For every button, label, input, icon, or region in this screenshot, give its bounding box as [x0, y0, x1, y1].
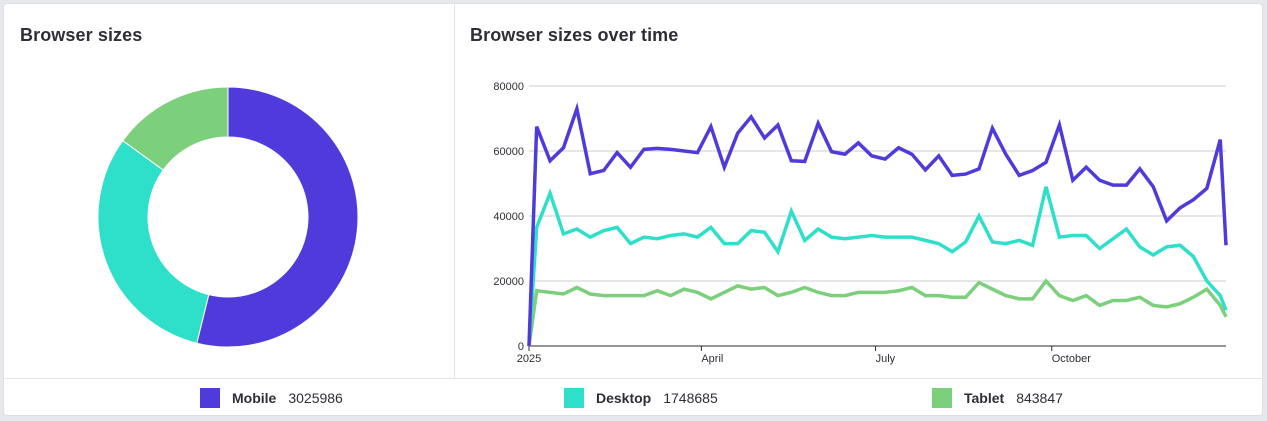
x-tick-label: 2025	[517, 353, 541, 365]
donut-slice-mobile[interactable]	[196, 86, 359, 348]
legend-label-desktop: Desktop	[596, 390, 652, 406]
x-tick-label: July	[876, 353, 896, 365]
browser-sizes-line-chart: 0 20000 40000 60000 80000 2025 April July Octobe…	[493, 81, 1228, 365]
legend-swatch-mobile	[200, 388, 220, 408]
series-line-mobile[interactable]	[527, 102, 1228, 347]
legend-value-mobile: 3025986	[288, 390, 343, 406]
legend-swatch-desktop	[564, 388, 584, 408]
browser-sizes-donut-chart	[97, 86, 359, 348]
chart-legend: Mobile 3025986 Desktop 1748685 Tablet 84…	[4, 379, 1262, 416]
series-line-desktop[interactable]	[527, 186, 1228, 347]
x-tick-label: October	[1052, 353, 1091, 365]
legend-label-mobile: Mobile	[232, 390, 277, 406]
y-tick-label: 20000	[493, 276, 524, 288]
x-tick-label: April	[701, 353, 723, 365]
y-tick-label: 40000	[493, 211, 524, 223]
y-tick-label: 60000	[493, 146, 524, 158]
legend-value-tablet: 843847	[1016, 390, 1063, 406]
line-chart-title: Browser sizes over time	[470, 25, 679, 45]
y-tick-label: 80000	[493, 81, 524, 93]
legend-item-mobile[interactable]: Mobile 3025986	[200, 388, 343, 408]
donut-slice-desktop[interactable]	[97, 140, 210, 344]
series-line-tablet[interactable]	[527, 278, 1228, 347]
legend-item-desktop[interactable]: Desktop 1748685	[564, 388, 718, 408]
y-tick-label: 0	[518, 341, 524, 353]
legend-item-tablet[interactable]: Tablet 843847	[932, 388, 1063, 408]
donut-slice-tablet[interactable]	[122, 86, 229, 171]
donut-chart-title: Browser sizes	[20, 25, 143, 45]
legend-divider	[4, 378, 1262, 379]
legend-value-desktop: 1748685	[663, 390, 718, 406]
legend-label-tablet: Tablet	[964, 390, 1005, 406]
panel-divider	[454, 4, 455, 378]
legend-swatch-tablet	[932, 388, 952, 408]
